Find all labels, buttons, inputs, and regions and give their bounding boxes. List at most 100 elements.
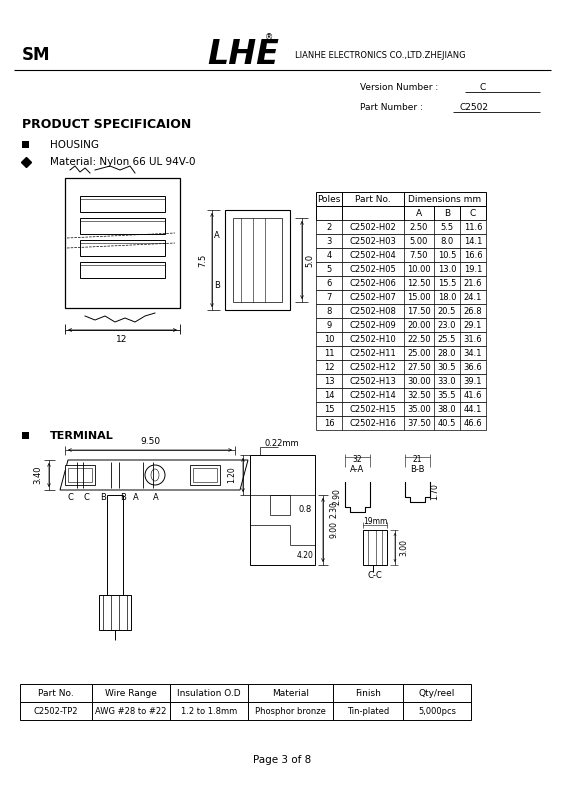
Bar xyxy=(68,468,92,482)
Bar xyxy=(233,218,282,302)
Bar xyxy=(248,684,333,702)
Text: 21: 21 xyxy=(412,455,421,465)
Text: 23.0: 23.0 xyxy=(438,321,457,330)
Text: 21.6: 21.6 xyxy=(464,278,483,287)
Text: 4: 4 xyxy=(327,250,332,259)
Text: Version Number :: Version Number : xyxy=(360,83,438,93)
Text: 7: 7 xyxy=(327,293,332,302)
Text: 22.50: 22.50 xyxy=(407,334,431,343)
Text: 2.90: 2.90 xyxy=(332,489,341,506)
Text: Material: Material xyxy=(272,689,309,698)
Text: 5.5: 5.5 xyxy=(441,222,454,231)
Text: PRODUCT SPECIFICAION: PRODUCT SPECIFICAION xyxy=(22,118,191,131)
Text: Part No.: Part No. xyxy=(38,689,74,698)
Polygon shape xyxy=(60,460,248,490)
Text: 28.0: 28.0 xyxy=(438,349,457,358)
Text: HOUSING: HOUSING xyxy=(50,140,99,150)
Bar xyxy=(250,455,315,565)
Text: 2: 2 xyxy=(327,222,332,231)
Bar xyxy=(190,465,220,485)
Bar xyxy=(80,196,165,212)
Text: Finish: Finish xyxy=(355,689,381,698)
Text: 13.0: 13.0 xyxy=(438,265,457,274)
Bar xyxy=(316,304,486,318)
Text: C2502-H12: C2502-H12 xyxy=(350,362,397,371)
Bar xyxy=(92,684,170,702)
Text: A: A xyxy=(214,230,220,239)
Text: 31.6: 31.6 xyxy=(464,334,483,343)
Text: 32.50: 32.50 xyxy=(407,390,431,399)
Text: SM: SM xyxy=(22,46,50,64)
Text: 1.70: 1.70 xyxy=(431,483,440,501)
Text: 1.2 to 1.8mm: 1.2 to 1.8mm xyxy=(181,706,237,715)
Text: C2502-H03: C2502-H03 xyxy=(350,237,397,246)
Text: C2502-H13: C2502-H13 xyxy=(350,377,397,386)
Bar xyxy=(99,595,131,630)
Text: 20.5: 20.5 xyxy=(438,306,456,315)
Bar xyxy=(225,210,290,310)
Text: TERMINAL: TERMINAL xyxy=(50,431,114,441)
Text: Qty/reel: Qty/reel xyxy=(419,689,455,698)
Text: C2502-H11: C2502-H11 xyxy=(350,349,397,358)
Bar xyxy=(316,360,486,374)
Text: 7.5: 7.5 xyxy=(198,254,207,266)
Text: 10: 10 xyxy=(324,334,334,343)
Text: 5: 5 xyxy=(327,265,332,274)
Bar xyxy=(80,240,165,256)
Text: Material: Nylon 66 UL 94V-0: Material: Nylon 66 UL 94V-0 xyxy=(50,157,195,167)
Text: 44.1: 44.1 xyxy=(464,405,482,414)
Text: 35.5: 35.5 xyxy=(438,390,457,399)
Text: 19mm: 19mm xyxy=(363,518,387,526)
Text: 5.0: 5.0 xyxy=(306,254,315,266)
Bar xyxy=(316,276,486,290)
Text: A: A xyxy=(133,494,139,502)
Text: 36.6: 36.6 xyxy=(464,362,483,371)
Text: Page 3 of 8: Page 3 of 8 xyxy=(253,755,311,765)
Text: 38.0: 38.0 xyxy=(438,405,457,414)
Text: 46.6: 46.6 xyxy=(464,418,483,427)
Text: 14.1: 14.1 xyxy=(464,237,482,246)
Bar xyxy=(333,684,403,702)
Text: ®: ® xyxy=(265,34,273,42)
Bar xyxy=(80,218,165,234)
Bar xyxy=(403,684,471,702)
Text: Insulation O.D: Insulation O.D xyxy=(177,689,241,698)
Bar xyxy=(316,402,486,416)
Bar xyxy=(22,432,29,439)
Text: B-B: B-B xyxy=(410,466,424,474)
Bar xyxy=(316,220,486,234)
Text: 9.50: 9.50 xyxy=(140,438,160,446)
Text: 30.5: 30.5 xyxy=(438,362,457,371)
Text: 0.22mm: 0.22mm xyxy=(264,438,299,447)
Bar xyxy=(20,702,92,720)
Bar xyxy=(170,684,248,702)
Text: 13: 13 xyxy=(324,377,334,386)
Text: 11.6: 11.6 xyxy=(464,222,483,231)
Text: C2502: C2502 xyxy=(460,103,489,113)
Bar xyxy=(248,702,333,720)
Bar xyxy=(316,192,486,206)
Text: C2502-H07: C2502-H07 xyxy=(350,293,397,302)
Text: 35.00: 35.00 xyxy=(407,405,431,414)
Text: Poles: Poles xyxy=(318,194,341,203)
Bar xyxy=(316,262,486,276)
Text: 12: 12 xyxy=(324,362,334,371)
Text: 37.50: 37.50 xyxy=(407,418,431,427)
Text: 6: 6 xyxy=(327,278,332,287)
Text: B: B xyxy=(120,494,126,502)
Text: 16: 16 xyxy=(324,418,334,427)
Bar xyxy=(193,468,217,482)
Text: Wire Range: Wire Range xyxy=(105,689,157,698)
Bar xyxy=(316,388,486,402)
Text: 29.1: 29.1 xyxy=(464,321,482,330)
Text: 10.00: 10.00 xyxy=(407,265,431,274)
Text: 8: 8 xyxy=(327,306,332,315)
Text: 5,000pcs: 5,000pcs xyxy=(418,706,456,715)
Text: AWG #28 to #22: AWG #28 to #22 xyxy=(95,706,167,715)
Bar xyxy=(316,374,486,388)
Text: 15.00: 15.00 xyxy=(407,293,431,302)
Text: 20.00: 20.00 xyxy=(407,321,431,330)
Text: 14: 14 xyxy=(324,390,334,399)
Text: C2502-H10: C2502-H10 xyxy=(350,334,397,343)
Bar xyxy=(316,248,486,262)
